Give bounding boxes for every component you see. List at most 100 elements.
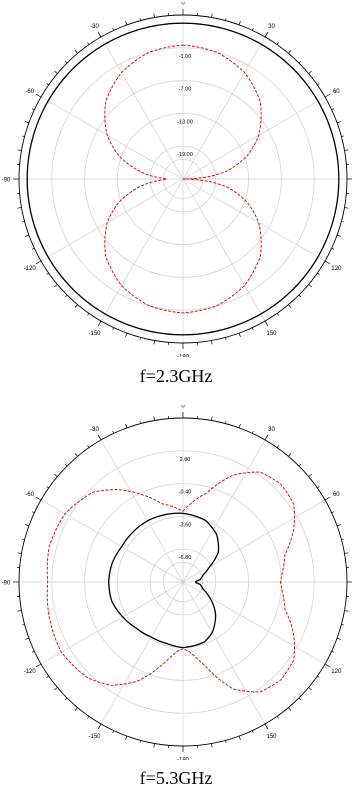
angle-tick: [139, 740, 141, 743]
angle-tick: [331, 650, 335, 653]
angle-tick: [54, 473, 58, 477]
angle-tick-label: 60: [333, 492, 340, 498]
grid-spoke: [40, 178, 184, 262]
angle-tick: [264, 434, 269, 441]
radial-tick-label: -13.00: [177, 119, 193, 125]
angle-tick-label: -60: [25, 89, 34, 95]
angle-tick: [264, 31, 269, 38]
angle-tick: [65, 294, 68, 297]
angle-tick: [317, 486, 320, 489]
angle-tick-label: 150: [266, 734, 277, 740]
grid-spoke: [182, 178, 326, 262]
angle-tick: [35, 260, 42, 265]
angle-tick: [46, 675, 49, 678]
angle-tick: [331, 247, 335, 250]
radial-tick-label: -0.40: [179, 490, 192, 496]
grid-spoke: [40, 499, 184, 583]
angle-tick: [225, 337, 227, 340]
angle-tick: [211, 340, 213, 345]
angle-tick: [74, 707, 78, 711]
angle-tick: [264, 723, 269, 730]
angle-tick: [17, 610, 22, 612]
angle-tick: [211, 743, 213, 748]
angle-tick: [331, 108, 335, 111]
angle-tick: [35, 496, 42, 501]
angle-tick: [211, 416, 213, 421]
angle-tick: [97, 434, 102, 441]
angle-tick: [341, 135, 344, 137]
grid-spoke: [182, 499, 326, 583]
angle-tick-label: 60: [333, 89, 340, 95]
angle-tick-label: -90: [2, 581, 11, 587]
angle-tick: [112, 27, 115, 31]
angle-tick: [211, 13, 213, 18]
angle-tick: [225, 421, 227, 424]
angle-tick: [22, 538, 25, 540]
angle-tick: [288, 50, 292, 54]
angle-tick: [74, 50, 78, 54]
polar-chart-5-3ghz: 030609120150-180-150-120-90-60-302.80-0.…: [2, 405, 352, 760]
angle-tick: [54, 687, 58, 691]
angle-tick: [139, 421, 141, 424]
grid-spoke: [100, 178, 184, 322]
angle-tick: [65, 464, 68, 467]
angle-tick: [225, 18, 227, 21]
grid-spoke: [182, 96, 326, 180]
angle-tick: [31, 650, 35, 653]
angle-tick: [25, 637, 30, 640]
angle-tick: [46, 83, 49, 86]
angle-tick: [276, 716, 279, 719]
angle-tick: [35, 93, 42, 98]
angle-tick: [324, 496, 331, 501]
angle-tick: [251, 730, 254, 734]
angle-tick: [17, 552, 22, 554]
angle-tick-label: 30: [268, 427, 275, 433]
angle-tick: [87, 313, 90, 316]
angle-tick-label: -150: [88, 734, 101, 740]
angle-tick: [251, 327, 254, 331]
angle-tick: [344, 207, 349, 209]
radial-tick-label: -1.00: [179, 54, 192, 60]
angle-tick: [251, 430, 254, 434]
angle-tick: [25, 234, 30, 237]
angle-tick: [112, 730, 115, 734]
angle-tick: [308, 70, 312, 74]
angle-tick: [97, 31, 102, 38]
angle-tick: [317, 272, 320, 275]
angle-tick: [298, 61, 301, 64]
angle-tick: [225, 740, 227, 743]
angle-tick: [308, 687, 312, 691]
angle-tick-label: 0: [181, 405, 185, 410]
angle-tick: [17, 207, 22, 209]
angle-tick: [112, 430, 115, 434]
angle-tick: [97, 320, 102, 327]
angle-tick: [25, 524, 30, 527]
angle-tick: [344, 149, 349, 151]
angle-tick: [331, 511, 335, 514]
angle-tick: [288, 304, 292, 308]
radial-tick-label: -3.60: [179, 522, 192, 528]
angle-tick-label: -30: [90, 24, 99, 30]
angle-tick: [31, 511, 35, 514]
pattern-curve-solid: [108, 512, 220, 649]
angle-tick: [54, 284, 58, 288]
angle-tick: [31, 247, 35, 250]
angle-tick: [25, 121, 30, 124]
grid-spoke: [40, 581, 184, 665]
chart-caption-5-3ghz: f=5.3GHz: [139, 768, 213, 788]
angle-tick: [324, 663, 331, 668]
angle-tick: [341, 624, 344, 626]
angle-tick-label: 120: [331, 669, 342, 675]
angle-tick: [336, 121, 341, 124]
pattern-curve-solid: [26, 22, 340, 336]
angle-tick: [125, 332, 128, 337]
angle-tick: [324, 260, 331, 265]
angle-tick: [251, 27, 254, 31]
angle-tick: [344, 610, 349, 612]
grid-spoke: [40, 96, 184, 180]
angle-tick-label: 30: [268, 24, 275, 30]
angle-tick: [87, 716, 90, 719]
angle-tick: [288, 707, 292, 711]
angle-tick: [87, 42, 90, 45]
radial-tick-label: 2.80: [180, 457, 191, 463]
